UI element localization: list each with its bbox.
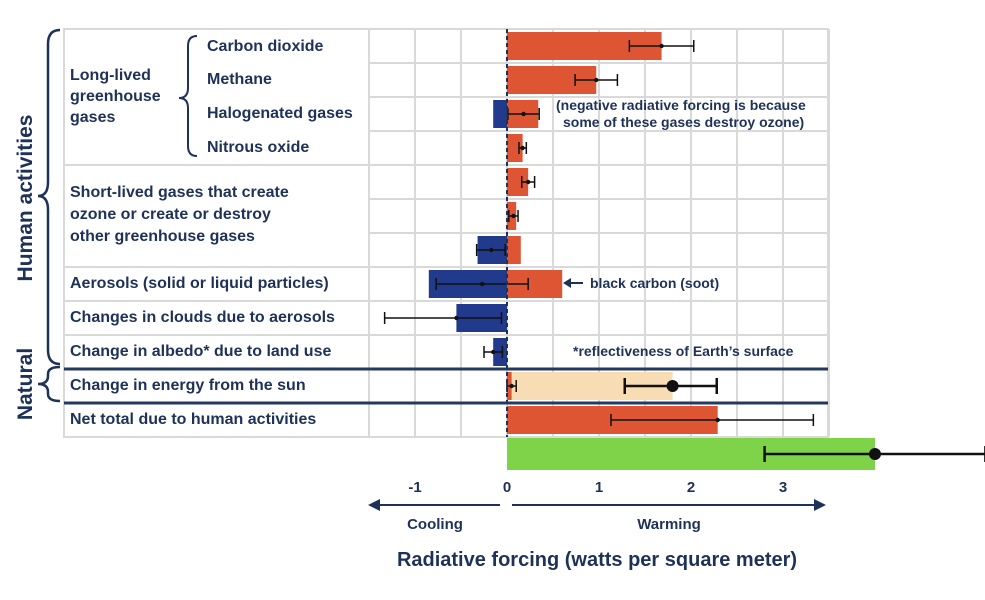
cooling-arrow [368,499,500,511]
error-bar-aerosols-solid-or-liquid-particles [435,278,529,290]
error-bar-center-dot [511,213,516,219]
error-bar-change-in-energy-from-the-sun [623,378,719,394]
row-label-carbon-dioxide: Carbon dioxide [207,38,324,55]
section-label-human-activities: Human activities [14,115,37,282]
error-bar-methane [574,74,619,86]
error-bar-nitrous-oxide [518,142,528,154]
section-label-natural: Natural [14,348,37,420]
bar-halogenated-gases-negative [493,100,507,128]
row-label-albedo: Change in albedo* due to land use [70,343,331,360]
error-bar-center-dot [525,179,531,185]
row-label-methane: Methane [207,71,272,88]
x-tick-label: 3 [779,479,787,496]
x-tick-label: 1 [595,479,603,496]
row-label-net-total: Net total due to human activities [70,411,316,428]
annotation-reflectiveness: *reflectiveness of Earth’s surface [573,343,794,359]
annotation-black-carbon: black carbon (soot) [590,275,719,291]
error-bar-center-dot [520,145,525,151]
error-bar-center-dot [489,247,494,253]
error-bar-net-total-due-to-human-activities [610,414,815,426]
x-tick-label: 2 [687,479,695,496]
section-dividers [64,367,828,405]
row-label-halogenated-gases: Halogenated gases [207,105,353,122]
row-label-nitrous-oxide: Nitrous oxide [207,139,309,156]
x-axis-ticks: -1 0 1 2 3 [408,479,787,496]
error-bar-center-dot [594,77,599,83]
error-bar-center-dot [509,383,514,389]
row-label-aerosols: Aerosols (solid or liquid particles) [70,275,329,292]
group-label-short-lived-3: other greenhouse gases [70,228,255,245]
x-axis-title: Radiative forcing (watts per square mete… [397,549,797,571]
error-bar-center-dot [521,111,526,117]
error-bar-row-6 [475,244,506,256]
error-bar-center-dot [454,315,459,321]
error-bars [383,40,985,462]
annotation-halogenated-2: some of these gases destroy ozone) [563,114,804,130]
group-label-short-lived-1: Short-lived gases that create [70,184,289,201]
error-bar-changes-in-clouds-due-to-aerosols [383,312,503,324]
error-bar-row-12 [763,446,985,462]
natural-brace [37,365,61,403]
row-label-clouds: Changes in clouds due to aerosols [70,309,335,326]
black-carbon-arrow [563,278,583,288]
cooling-label: Cooling [407,516,463,533]
group-label-long-lived-2: greenhouse [70,88,161,105]
bar-row-6-positive [507,236,521,264]
row-label-sun: Change in energy from the sun [70,377,306,394]
bar-nitrous-oxide-positive [507,134,523,162]
error-bar-row-4 [520,176,536,188]
long-lived-gases-brace [178,35,198,157]
x-tick-label: -1 [408,479,421,496]
group-label-short-lived-2: ozone or create or destroy [70,206,271,223]
group-label-long-lived-3: gases [70,109,115,126]
group-label-long-lived-1: Long-lived [70,67,151,84]
human-activities-brace [37,28,61,366]
error-bar-center-dot [869,448,881,460]
error-bar-change-in-albedo-due-to-land-use [483,346,504,358]
bar-row-4-positive [507,168,529,196]
error-bar-center-dot [479,281,485,287]
x-tick-label: 0 [503,479,511,496]
annotation-halogenated-1: (negative radiative forcing is because [556,97,806,113]
warming-arrow [512,499,826,511]
error-bar-center-dot [659,43,664,49]
error-bar-row-5 [508,210,519,222]
error-bar-center-dot [491,349,496,355]
warming-label: Warming [637,516,701,533]
error-bar-carbon-dioxide [628,40,695,52]
error-bar-center-dot [666,380,679,392]
error-bar-center-dot [715,417,720,423]
